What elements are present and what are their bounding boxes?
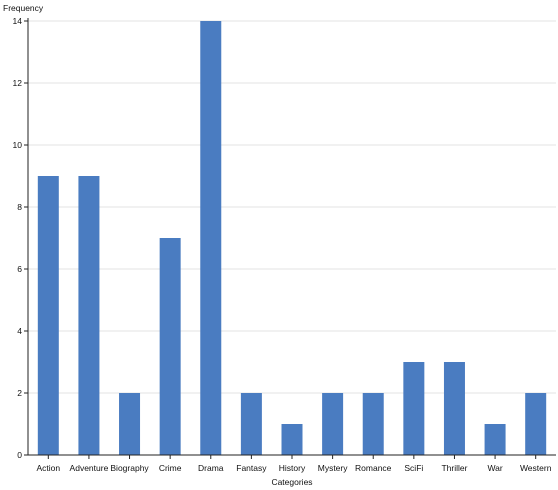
bar-action (37, 176, 59, 455)
x-tick-label: War (487, 463, 502, 473)
x-tick-label: Romance (355, 463, 392, 473)
x-tick-label: Biography (110, 463, 149, 473)
bar-thriller (443, 362, 465, 455)
bar-mystery (322, 393, 344, 455)
y-tick-label: 2 (17, 388, 22, 398)
y-ticks: 0 2 4 6 8 10 12 14 (13, 16, 28, 460)
bar-war (484, 424, 506, 455)
x-tick-label: Thriller (441, 463, 467, 473)
gridlines (28, 20, 556, 394)
x-tick-label: Adventure (70, 463, 109, 473)
bar-western (525, 393, 547, 455)
bar-scifi (403, 362, 425, 455)
x-axis-label: Categories (271, 477, 312, 487)
bar-fantasy (240, 393, 262, 455)
x-tick-label: Crime (159, 463, 182, 473)
x-tick-label: Drama (198, 463, 224, 473)
x-tick-label: History (279, 463, 306, 473)
x-tick-label: SciFi (404, 463, 423, 473)
x-tick-label: Western (520, 463, 552, 473)
y-tick-label: 0 (17, 450, 22, 460)
y-tick-label: 8 (17, 202, 22, 212)
axes (27, 18, 556, 456)
bar-adventure (78, 176, 100, 455)
bar-biography (119, 393, 141, 455)
bar-drama (200, 21, 222, 455)
x-tick-label: Fantasy (236, 463, 267, 473)
x-ticks: Action Adventure Biography Crime Drama Fantas… (36, 455, 552, 473)
y-axis-label: Frequency (3, 3, 44, 13)
bar-romance (362, 393, 384, 455)
y-tick-label: 4 (17, 326, 22, 336)
y-tick-label: 6 (17, 264, 22, 274)
x-tick-label: Action (36, 463, 60, 473)
y-tick-label: 10 (13, 140, 23, 150)
y-tick-label: 14 (13, 16, 23, 26)
bars (37, 21, 547, 455)
bar-history (281, 424, 303, 455)
bar-crime (159, 238, 181, 455)
x-tick-label: Mystery (318, 463, 349, 473)
y-tick-label: 12 (13, 78, 23, 88)
